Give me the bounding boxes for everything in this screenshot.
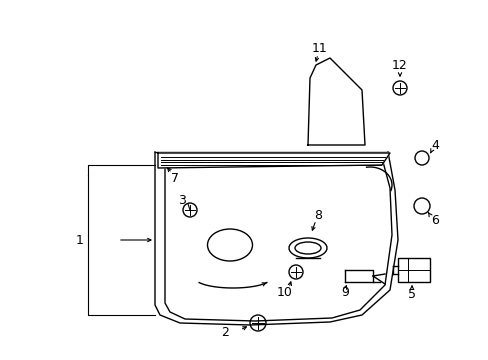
Text: 11: 11: [311, 41, 327, 54]
Bar: [397, 258, 429, 282]
Text: 2: 2: [221, 325, 228, 338]
Text: 6: 6: [430, 213, 438, 226]
Text: 10: 10: [277, 285, 292, 298]
Text: 3: 3: [178, 194, 185, 207]
Text: 12: 12: [391, 59, 407, 72]
Text: 4: 4: [430, 139, 438, 152]
Polygon shape: [158, 153, 389, 168]
Text: 7: 7: [171, 171, 179, 185]
Text: 5: 5: [407, 288, 415, 302]
Text: 9: 9: [340, 287, 348, 300]
Text: 1: 1: [76, 234, 84, 247]
Text: 8: 8: [313, 208, 321, 221]
